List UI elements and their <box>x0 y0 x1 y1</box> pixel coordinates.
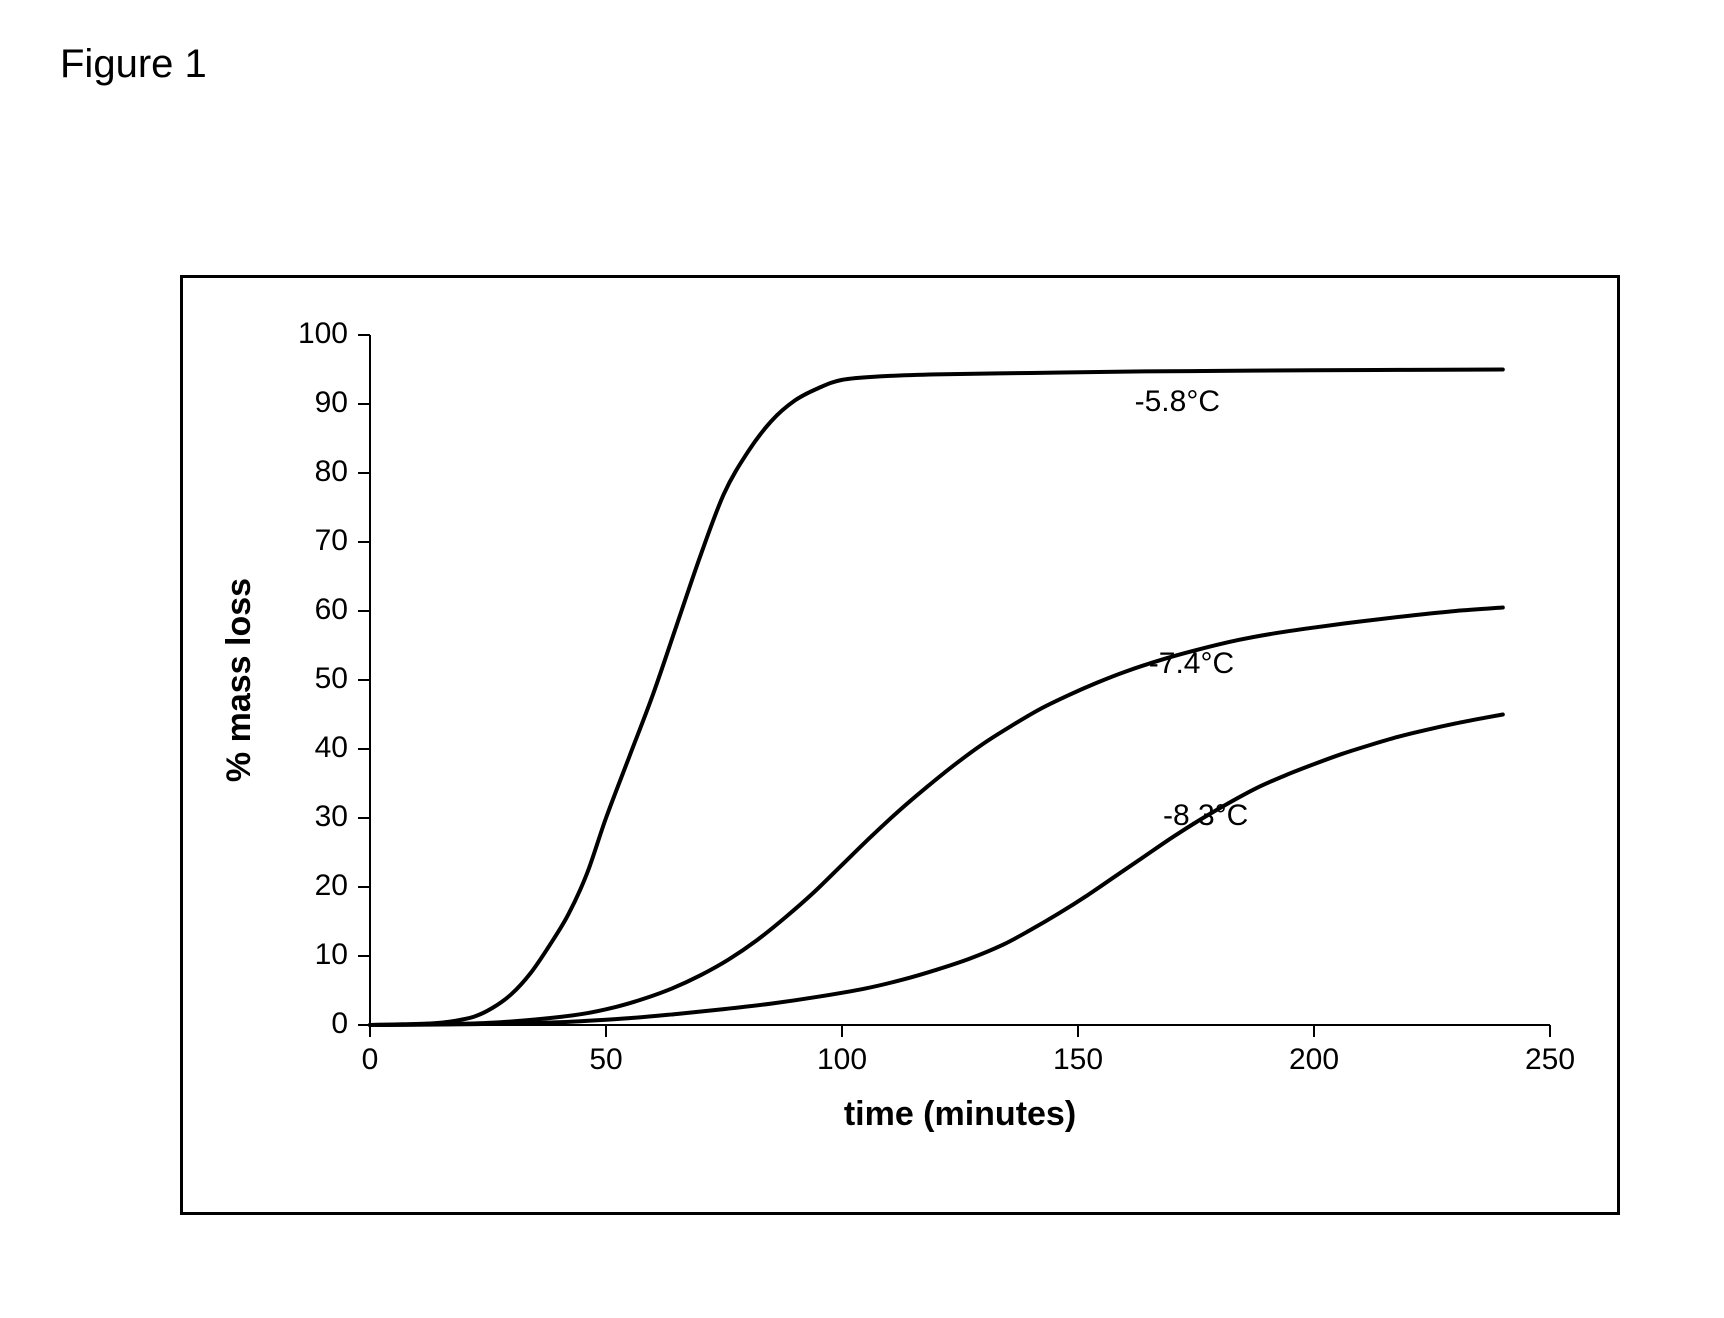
x-axis-label: time (minutes) <box>844 1095 1076 1133</box>
figure-label: Figure 1 <box>60 42 207 87</box>
page-root: Figure 1 0 10 20 30 40 50 60 70 80 90 100 0 50 100 150… <box>0 0 1724 1318</box>
y-tick-label: 50 <box>315 662 348 695</box>
x-tick-label: 250 <box>1525 1043 1575 1076</box>
series-label: -8.3°C <box>1163 799 1248 832</box>
x-tick-label: 50 <box>589 1043 622 1076</box>
y-tick-label: 20 <box>315 869 348 902</box>
mass-loss-chart: 0 10 20 30 40 50 60 70 80 90 100 0 50 100 150 200 250 tim… <box>200 295 1600 1195</box>
series-label: -5.8°C <box>1135 385 1220 418</box>
y-tick-label: 80 <box>315 455 348 488</box>
x-tick-label: 200 <box>1289 1043 1339 1076</box>
y-tick-label: 60 <box>315 593 348 626</box>
y-tick-label: 90 <box>315 386 348 419</box>
series-label: -7.4°C <box>1149 647 1234 680</box>
y-tick-label: 30 <box>315 800 348 833</box>
x-tick-label: 100 <box>817 1043 867 1076</box>
series-line <box>370 715 1503 1026</box>
x-tick-label: 150 <box>1053 1043 1103 1076</box>
y-tick-label: 40 <box>315 731 348 764</box>
y-tick-label: 10 <box>315 938 348 971</box>
y-tick-label: 0 <box>331 1007 348 1040</box>
x-tick-label: 0 <box>362 1043 379 1076</box>
y-axis-label: % mass loss <box>220 578 258 782</box>
y-tick-label: 70 <box>315 524 348 557</box>
series-line <box>370 370 1503 1026</box>
y-tick-label: 100 <box>298 317 348 350</box>
